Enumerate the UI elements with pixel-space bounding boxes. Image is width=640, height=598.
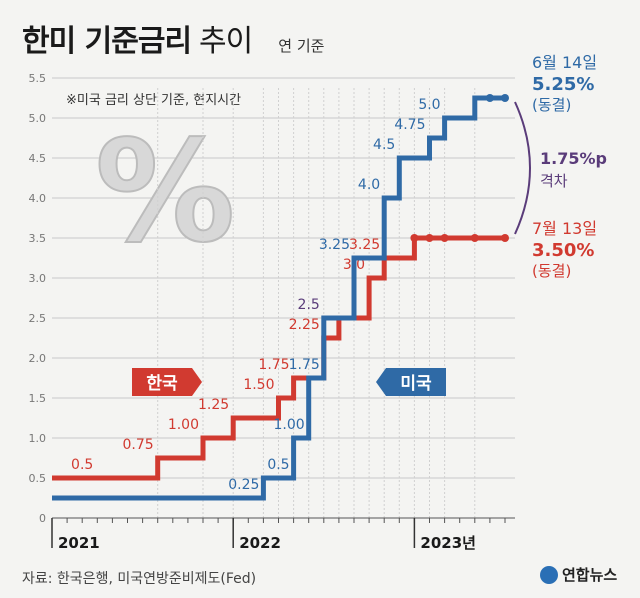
logo-icon: [540, 565, 558, 584]
y-tick-label: 1.0: [29, 432, 47, 445]
note-text: ※미국 금리 상단 기준, 현지시간: [66, 93, 241, 108]
y-tick-label: 1.5: [29, 392, 47, 405]
data-label: 0.25: [228, 477, 259, 493]
year-label: 2021: [58, 534, 100, 552]
page-title: 한미 기준금리: [22, 24, 192, 59]
us-legend-callout: 미국: [376, 368, 446, 396]
data-label: 0.5: [71, 457, 93, 473]
korea-legend-label: 한국: [146, 374, 178, 394]
y-tick-label: 5.5: [29, 72, 47, 85]
y-tick-label: 4.5: [29, 152, 47, 165]
us-latest-date: 6월 14일: [532, 53, 597, 72]
y-tick-label: 2.0: [29, 352, 47, 365]
korea-hold-dot: [410, 234, 419, 242]
data-label: 5.0: [418, 97, 440, 113]
data-label: 1.50: [243, 377, 274, 393]
data-label: 1.75: [258, 357, 289, 373]
basis-note: 연 기준: [278, 37, 325, 55]
gap-label: 격차: [540, 172, 568, 190]
y-tick-label: 2.5: [29, 312, 47, 325]
korea-latest-status: (동결): [532, 262, 571, 280]
y-tick-label: 3.5: [29, 232, 47, 245]
year-label: 2023년: [420, 534, 476, 552]
gap-bracket: [514, 101, 531, 235]
korea-legend-box: [132, 368, 202, 396]
data-label: 4.0: [358, 177, 380, 193]
source-note: 자료: 한국은행, 미국연방준비제도(Fed): [22, 571, 257, 587]
korea-hold-dot: [501, 234, 509, 242]
percent-symbol: %: [95, 111, 235, 274]
data-label: 2.5: [298, 297, 320, 313]
logo-text: 연합뉴스: [562, 566, 618, 584]
korea-latest-value: 3.50%: [532, 240, 594, 261]
korea-hold-dot: [470, 234, 479, 242]
us-legend-box: [376, 368, 446, 396]
data-label: 0.75: [123, 437, 154, 453]
y-tick-label: 5.0: [29, 112, 47, 125]
gap-value: 1.75%p: [540, 149, 607, 168]
data-label: 1.75: [289, 357, 320, 373]
data-label: 0.5: [267, 457, 289, 473]
y-tick-label: 0.5: [29, 472, 47, 485]
data-label: 4.75: [394, 117, 425, 133]
us-rate-line: [52, 95, 505, 501]
korea-hold-dot: [440, 234, 449, 242]
data-label: 1.00: [274, 417, 305, 433]
korea-legend-callout: 한국: [132, 368, 202, 396]
data-label: 2.25: [289, 317, 320, 333]
data-label: 3.25: [349, 237, 380, 253]
y-tick-label: 3.0: [29, 272, 47, 285]
korea-latest-date: 7월 13일: [532, 219, 597, 238]
y-tick-label: 0: [39, 512, 46, 525]
y-tick-label: 4.0: [29, 192, 47, 205]
agency-logo: 연합뉴스: [540, 564, 617, 585]
korea-hold-dot: [425, 234, 434, 242]
us-latest-value: 5.25%: [532, 74, 594, 95]
page-title-suffix: 추이: [199, 24, 253, 59]
data-label: 1.00: [168, 417, 199, 433]
us-hold-dot: [485, 94, 494, 102]
us-hold-dot: [501, 94, 509, 102]
us-legend-label: 미국: [400, 374, 432, 394]
us-latest-status: (동결): [532, 96, 571, 114]
data-label: 1.25: [198, 397, 229, 413]
year-label: 2022: [239, 534, 281, 552]
data-label: 3.25: [319, 237, 350, 253]
data-label: 4.5: [373, 137, 395, 153]
title-block: 한미 기준금리 추이 연 기준: [22, 16, 324, 60]
